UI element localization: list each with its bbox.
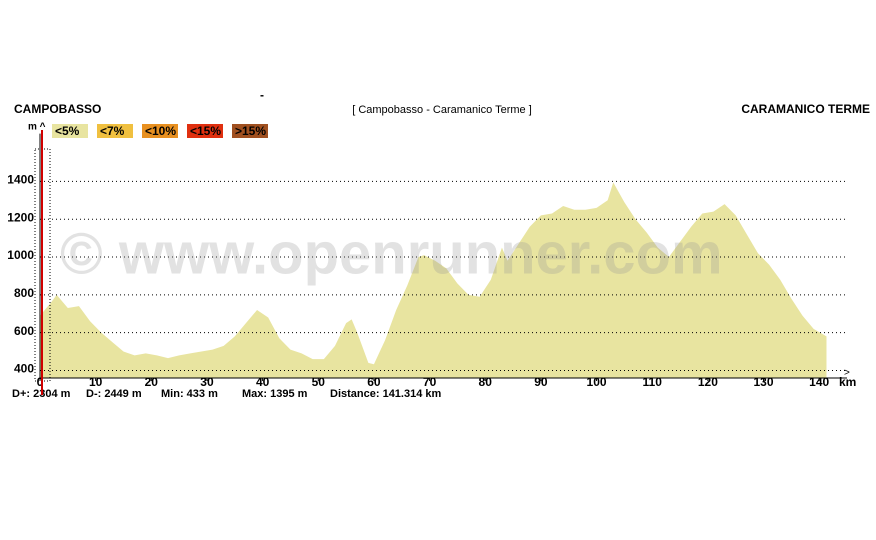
y-tick-label: 1200	[7, 210, 34, 224]
x-tick-label: 10	[89, 375, 103, 389]
x-axis-label: km	[839, 375, 856, 389]
chart-title: [ Campobasso - Caramanico Terme ]	[352, 104, 532, 116]
y-tick-label: 1400	[7, 173, 34, 187]
x-tick-label: 140	[809, 375, 829, 389]
x-axis-arrow: >	[844, 368, 850, 379]
x-tick-label: 60	[367, 375, 381, 389]
plot: <5% <7% <10% <15% >15% 400 600 800 1000 1200 1400 0…	[7, 124, 856, 400]
legend-label: <10%	[145, 124, 176, 138]
x-tick-label: 80	[479, 375, 493, 389]
x-tick-label: 20	[145, 375, 159, 389]
y-tick-label: 600	[14, 324, 34, 338]
y-axis-label: m ^	[28, 122, 46, 133]
x-tick-label: 110	[643, 375, 663, 389]
x-tick-label: 120	[698, 375, 718, 389]
legend-swatch	[142, 124, 178, 138]
x-tick-label: 50	[312, 375, 326, 389]
stat: Max: 1395 m	[242, 388, 308, 400]
x-tick-label: 90	[534, 375, 548, 389]
end-label: CARAMANICO TERME	[741, 102, 870, 116]
watermark: © www.openrunner.com	[60, 221, 723, 286]
elevation-area	[40, 182, 827, 378]
x-tick-label: 70	[423, 375, 437, 389]
start-label: CAMPOBASSO	[14, 102, 101, 116]
legend-label: >15%	[235, 124, 266, 138]
y-tick-label: 400	[14, 362, 34, 376]
x-tick-label: 30	[200, 375, 214, 389]
y-tick-label: 1000	[7, 248, 34, 262]
legend-swatch	[232, 124, 268, 138]
x-tick-label: 100	[587, 375, 607, 389]
marker-dash: -	[260, 88, 264, 102]
legend-label: <15%	[190, 124, 221, 138]
legend-label: <5%	[55, 124, 80, 138]
stat: Distance: 141.314 km	[330, 388, 442, 400]
x-tick-label: 0	[37, 375, 44, 389]
stat: Min: 433 m	[161, 388, 218, 400]
x-tick-label: 40	[256, 375, 270, 389]
cursor-box	[34, 148, 51, 382]
legend-swatch	[52, 124, 88, 138]
y-tick-label: 800	[14, 286, 34, 300]
stat: D-: 2449 m	[86, 388, 142, 400]
legend-swatch	[97, 124, 133, 138]
legend-swatch	[187, 124, 223, 138]
legend-label: <7%	[100, 124, 125, 138]
x-tick-label: 130	[754, 375, 774, 389]
